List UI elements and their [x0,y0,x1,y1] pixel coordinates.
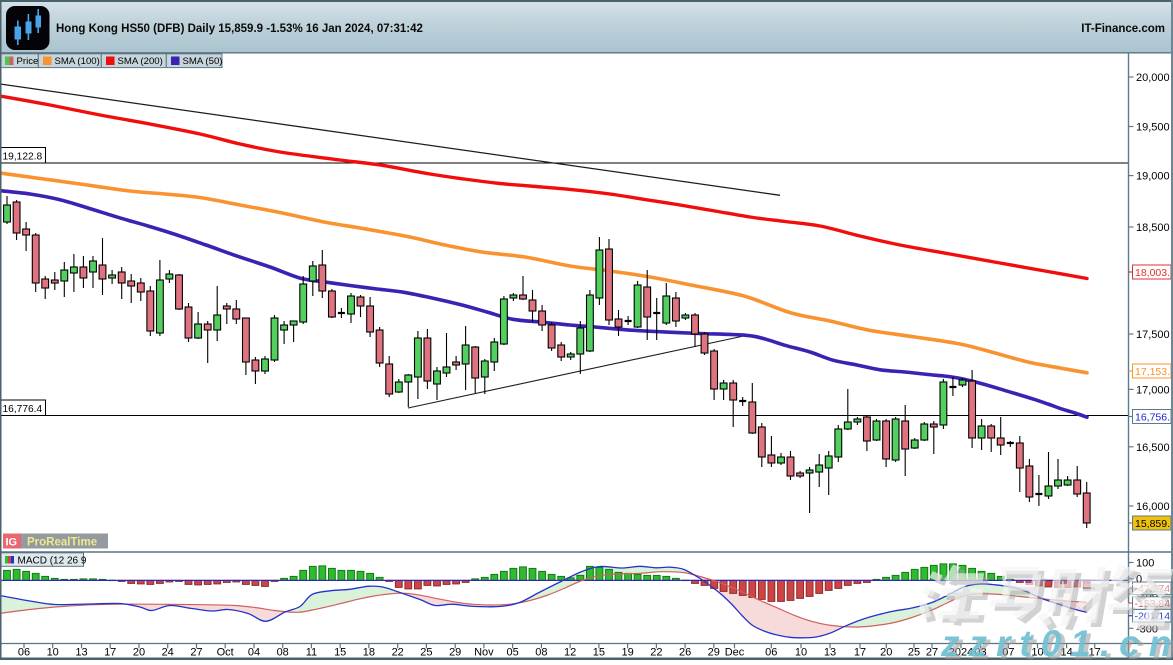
svg-text:25: 25 [420,647,432,659]
svg-text:19,000: 19,000 [1136,171,1170,183]
svg-text:22: 22 [392,647,404,659]
svg-text:100: 100 [1136,558,1154,570]
svg-text:16,776.4: 16,776.4 [3,404,43,415]
svg-text:20: 20 [133,647,145,659]
svg-text:27: 27 [190,647,202,659]
svg-text:Price: Price [17,56,39,67]
svg-text:18,003..: 18,003.. [1135,267,1173,279]
svg-text:Nov: Nov [474,647,494,659]
svg-text:12: 12 [564,647,576,659]
svg-text:27: 27 [926,647,938,659]
svg-text:17,153..: 17,153.. [1135,366,1173,378]
svg-text:22: 22 [650,647,662,659]
svg-text:IG: IG [6,537,18,549]
svg-text:Hong Kong HS50 (DFB) Daily 15,: Hong Kong HS50 (DFB) Daily 15,859.9 -1.5… [56,23,423,35]
svg-text:Dec: Dec [725,647,745,659]
svg-text:10: 10 [795,647,807,659]
svg-text:Oct: Oct [217,647,234,659]
svg-text:zzrt01.cn: zzrt01.cn [940,623,1173,660]
svg-text:08: 08 [277,647,289,659]
svg-text:ProRealTime: ProRealTime [27,537,97,549]
svg-text:26: 26 [679,647,691,659]
svg-text:IT-Finance.com: IT-Finance.com [1081,23,1165,35]
svg-text:18: 18 [363,647,375,659]
svg-text:06: 06 [18,647,30,659]
svg-text:24: 24 [162,647,174,659]
svg-text:19,500: 19,500 [1136,122,1170,134]
svg-text:20,000: 20,000 [1136,72,1170,84]
svg-text:13: 13 [824,647,836,659]
svg-text:SMA (50): SMA (50) [183,56,223,67]
svg-text:25: 25 [908,647,920,659]
svg-text:SMA (100): SMA (100) [55,56,100,67]
svg-text:17: 17 [854,647,866,659]
svg-text:19: 19 [621,647,633,659]
svg-text:17: 17 [104,647,116,659]
svg-text:04: 04 [248,647,260,659]
svg-text:13: 13 [75,647,87,659]
svg-text:11: 11 [306,647,317,659]
svg-text:17,000: 17,000 [1136,384,1170,396]
svg-text:MACD (12 26 9: MACD (12 26 9 [18,555,87,566]
svg-text:15: 15 [334,647,346,659]
svg-text:29: 29 [449,647,461,659]
svg-text:08: 08 [535,647,547,659]
svg-text:05: 05 [506,647,518,659]
svg-text:15,859..: 15,859.. [1135,518,1173,530]
svg-text:29: 29 [708,647,720,659]
svg-text:16,756..: 16,756.. [1135,412,1173,424]
svg-text:16,000: 16,000 [1136,501,1170,513]
svg-text:06: 06 [765,647,777,659]
svg-text:19,122.8: 19,122.8 [3,151,43,162]
svg-text:10: 10 [47,647,59,659]
svg-text:15: 15 [593,647,605,659]
svg-text:SMA (200): SMA (200) [118,56,163,67]
svg-text:18,500: 18,500 [1136,222,1170,234]
svg-text:17,500: 17,500 [1136,329,1170,341]
svg-text:20: 20 [880,647,892,659]
svg-text:16,500: 16,500 [1136,442,1170,454]
